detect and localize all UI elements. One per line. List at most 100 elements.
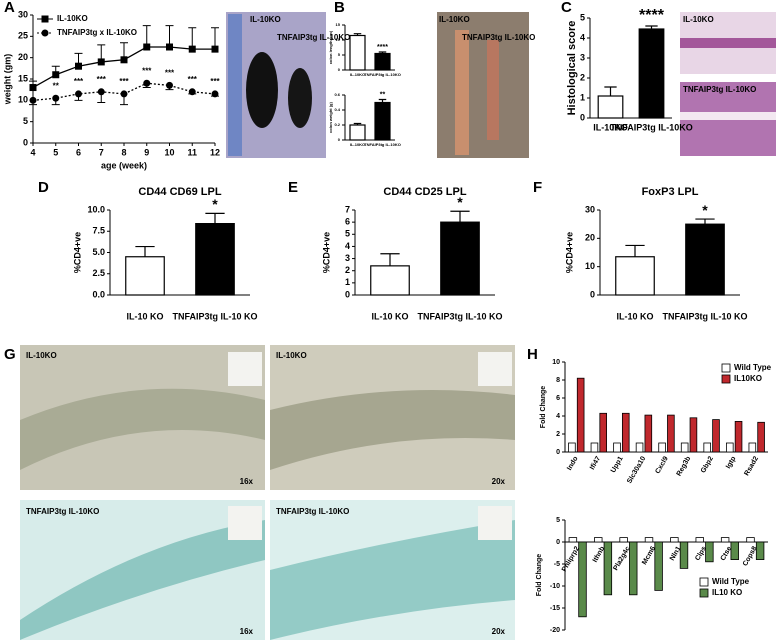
y-tick-label: 15 bbox=[18, 73, 28, 83]
point bbox=[29, 96, 37, 104]
y-tick-label: 2 bbox=[556, 431, 560, 438]
bar bbox=[757, 421, 765, 453]
y-tick-label: 1 bbox=[345, 277, 350, 287]
point bbox=[120, 56, 128, 64]
panel-label: B bbox=[334, 0, 345, 16]
significance: * bbox=[457, 194, 463, 210]
panel-label: F bbox=[533, 179, 542, 196]
point bbox=[29, 84, 37, 92]
legend-swatch bbox=[699, 588, 709, 598]
chart-title: FoxP3 LPL bbox=[642, 186, 699, 198]
point bbox=[188, 45, 196, 53]
error-bar bbox=[645, 25, 658, 29]
y-tick-label: 5 bbox=[23, 116, 28, 126]
x-tick-label: Pla2g4c bbox=[612, 545, 631, 572]
significance: *** bbox=[142, 66, 152, 75]
panel-label: C bbox=[561, 0, 572, 16]
y-axis-label: %CD4+ve bbox=[321, 232, 331, 273]
error-bar bbox=[695, 218, 715, 225]
y-axis-label: %CD4+ve bbox=[72, 232, 82, 273]
error-bar bbox=[135, 245, 155, 257]
photo-label: IL-10KO bbox=[439, 15, 470, 24]
error-bar bbox=[188, 27, 197, 50]
point bbox=[188, 88, 196, 96]
photo-label: IL-10KO bbox=[26, 351, 57, 360]
bar bbox=[370, 265, 410, 296]
error-bar bbox=[142, 25, 151, 47]
significance: *** bbox=[165, 69, 175, 78]
bar bbox=[568, 537, 578, 543]
bar bbox=[613, 442, 621, 453]
point bbox=[120, 90, 128, 98]
bar bbox=[680, 442, 689, 453]
y-tick-label: -15 bbox=[550, 605, 560, 612]
legend-swatch bbox=[721, 363, 731, 373]
y-tick-label: -10 bbox=[550, 583, 560, 590]
y-tick-label: 4 bbox=[556, 413, 560, 420]
significance: *** bbox=[188, 75, 198, 84]
x-tick-label: TNFAIP3tg IL-10KO bbox=[364, 142, 401, 147]
y-tick-label: 30 bbox=[585, 204, 595, 214]
bar bbox=[594, 537, 603, 543]
legend-label: IL10KO bbox=[734, 374, 762, 383]
y-tick-label: 7.5 bbox=[92, 226, 105, 236]
x-tick-label: Reg3b bbox=[676, 455, 693, 477]
point bbox=[52, 94, 60, 102]
significance: ** bbox=[53, 81, 60, 90]
significance: *** bbox=[74, 77, 84, 86]
y-tick-label: 7 bbox=[345, 204, 350, 214]
bar bbox=[730, 541, 739, 561]
x-tick-label: Cxcl9 bbox=[654, 455, 669, 475]
panel-label: A bbox=[4, 0, 15, 16]
histology-photo: IL-10KO TNFAIP3tg IL-10KO bbox=[680, 12, 776, 156]
x-tick-label: IL-10 KO bbox=[371, 311, 408, 321]
point bbox=[97, 58, 105, 66]
section-photos: IL-10KO 16x IL-10KO 20x TNFAIP3tg IL-10K… bbox=[20, 345, 515, 640]
y-tick-label: 0.0 bbox=[92, 289, 105, 299]
bar bbox=[712, 419, 720, 453]
y-tick-label: 5.0 bbox=[92, 247, 105, 257]
y-tick-label: 0.6 bbox=[334, 92, 340, 97]
y-tick-label: 0.2 bbox=[334, 122, 340, 127]
bar bbox=[597, 95, 624, 119]
y-tick-label: 0 bbox=[556, 449, 560, 456]
error-bar bbox=[165, 25, 174, 47]
bar bbox=[440, 221, 480, 296]
bar bbox=[590, 442, 599, 453]
y-tick-label: 5 bbox=[338, 52, 341, 57]
photo-label: IL-10KO bbox=[683, 15, 714, 24]
y-tick-label: 30 bbox=[18, 9, 28, 19]
x-tick-label: Upp1 bbox=[610, 455, 625, 474]
y-tick-label: 4 bbox=[345, 241, 350, 251]
x-tick-label: Indo bbox=[566, 455, 579, 471]
x-tick-label: 12 bbox=[210, 147, 220, 157]
bar bbox=[726, 442, 734, 453]
error-bar bbox=[378, 98, 387, 103]
y-tick-label: 20 bbox=[585, 233, 595, 243]
y-tick-label: 0 bbox=[345, 289, 350, 299]
photo-label: TNFAIP3tg IL-10KO bbox=[462, 33, 535, 42]
bar bbox=[603, 541, 613, 596]
bar bbox=[374, 52, 391, 71]
error-bar bbox=[378, 51, 387, 54]
bar bbox=[695, 537, 704, 543]
bar bbox=[374, 101, 391, 141]
bar bbox=[615, 256, 655, 296]
x-tick-label: 5 bbox=[53, 147, 58, 157]
x-tick-label: 10 bbox=[164, 147, 174, 157]
y-tick-label: 3 bbox=[345, 253, 350, 263]
y-tick-label: 0 bbox=[23, 137, 28, 147]
legend-marker bbox=[41, 15, 49, 23]
bar bbox=[720, 537, 730, 543]
y-tick-label: 6 bbox=[556, 395, 560, 402]
significance: **** bbox=[377, 44, 388, 51]
y-tick-label: 15 bbox=[336, 22, 341, 27]
legend-marker bbox=[41, 29, 49, 37]
bar bbox=[705, 541, 714, 563]
magnification: 16x bbox=[240, 477, 254, 486]
y-tick-label: 8 bbox=[556, 377, 560, 384]
photo-label: TNFAIP3tg IL-10KO bbox=[683, 85, 756, 94]
magnification: 20x bbox=[492, 477, 506, 486]
bar bbox=[195, 223, 235, 296]
